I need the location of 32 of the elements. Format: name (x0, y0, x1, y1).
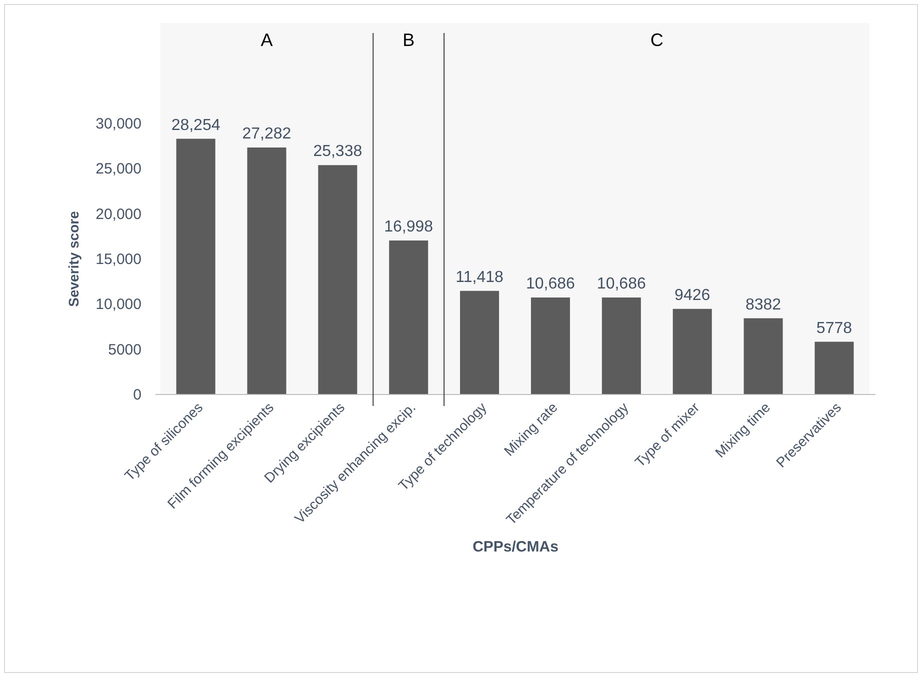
data-label: 5778 (816, 320, 852, 337)
y-tick-label: 25,000 (96, 160, 142, 178)
band-label: C (650, 30, 664, 50)
data-label: 25,338 (313, 143, 362, 160)
bar (318, 165, 358, 394)
data-label: 9426 (674, 286, 710, 304)
y-tick-label: 5000 (108, 341, 142, 358)
data-label: 28,254 (171, 116, 220, 134)
bar (602, 297, 641, 394)
bar (176, 138, 216, 394)
band-label: A (260, 30, 273, 50)
data-label: 8382 (745, 296, 782, 314)
y-tick-label: 15,000 (96, 251, 142, 268)
bar (672, 308, 712, 394)
y-axis-title: Severity score (66, 210, 82, 307)
band-label: B (402, 30, 415, 50)
bar (460, 290, 500, 394)
y-tick-label: 0 (133, 386, 142, 404)
bar (530, 297, 570, 394)
data-label: 10,686 (526, 275, 576, 292)
x-axis-title: CPPs/CMAs (472, 538, 558, 556)
data-label: 10,686 (596, 275, 646, 292)
y-tick-label: 30,000 (96, 116, 142, 132)
y-tick-label: 20,000 (96, 206, 142, 223)
data-label: 16,998 (384, 218, 434, 236)
bar (814, 342, 854, 394)
bar (389, 240, 428, 394)
data-label: 11,418 (456, 268, 504, 286)
y-tick-label: 10,000 (96, 296, 142, 314)
bar (744, 318, 783, 394)
bar (247, 148, 286, 394)
data-label: 27,282 (242, 126, 292, 143)
